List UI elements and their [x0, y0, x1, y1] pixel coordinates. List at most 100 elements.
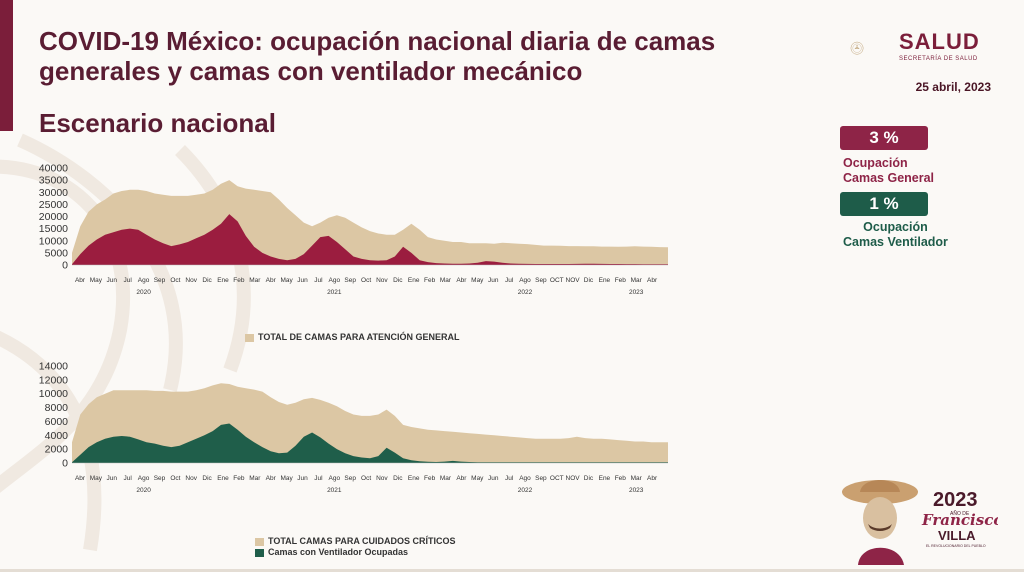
month-label-0-8: Dic	[202, 277, 212, 284]
title-line-2: generales y camas con ventilador mecánic…	[39, 56, 583, 86]
page-subtitle: Escenario nacional	[39, 108, 276, 138]
y-tick-0-7: 35000	[39, 175, 68, 187]
page-title: COVID-19 México: ocupación nacional diar…	[39, 26, 819, 86]
ventilator-occupancy-label-1: Ocupación	[863, 220, 928, 234]
y-tick-0-4: 20000	[39, 211, 68, 223]
month-label-0-12: Abr	[266, 277, 277, 284]
chart2-legend: TOTAL CAMAS PARA CUIDADOS CRÍTICOS Camas…	[255, 536, 456, 558]
month-label-0-10: Feb	[233, 277, 245, 284]
month-label-0-6: Oct	[170, 277, 180, 284]
villa-ano-de: AÑO DE	[950, 510, 970, 517]
month-label-1-26: Jun	[488, 475, 499, 482]
month-label-1-29: Sep	[535, 475, 547, 482]
month-label-0-16: Ago	[329, 277, 341, 284]
legend-item-total-critical: TOTAL CAMAS PARA CUIDADOS CRÍTICOS	[255, 536, 456, 547]
month-label-1-0: Abr	[75, 475, 86, 482]
month-label-0-21: Ene	[408, 277, 420, 284]
month-label-1-14: Jun	[297, 475, 308, 482]
villa-name-1: Francisco	[921, 511, 998, 529]
year-label-0-1: 2021	[327, 289, 342, 296]
month-label-1-25: May	[471, 475, 484, 482]
month-label-1-24: Abr	[456, 475, 467, 482]
ventilator-occupancy-label-2: Camas Ventilador	[843, 235, 948, 249]
y-tick-0-3: 15000	[39, 223, 68, 235]
month-label-1-4: Ago	[138, 475, 150, 482]
month-label-1-30: OCT	[550, 475, 564, 482]
y-tick-0-1: 5000	[45, 247, 69, 259]
report-date: 25 abril, 2023	[915, 80, 991, 94]
month-label-0-31: NOV	[566, 277, 581, 284]
salud-logo-seal-icon	[850, 41, 864, 55]
month-label-1-19: Nov	[376, 475, 388, 482]
villa-small-text: EL REVOLUCIONARIO DEL PUEBLO	[926, 544, 986, 548]
accent-bar	[0, 0, 13, 131]
month-label-0-2: Jun	[107, 277, 118, 284]
month-label-0-24: Abr	[456, 277, 467, 284]
month-label-0-34: Feb	[615, 277, 627, 284]
month-label-1-5: Sep	[154, 475, 166, 482]
year-label-0-2: 2022	[518, 289, 533, 296]
month-label-0-22: Feb	[424, 277, 436, 284]
general-occupancy-label-1: Ocupación	[843, 156, 908, 170]
general-occupancy-badge: 3 %	[840, 126, 928, 150]
month-label-0-15: Jul	[314, 277, 323, 284]
month-label-0-33: Ene	[599, 277, 611, 284]
y-tick-1-7: 14000	[39, 361, 68, 373]
month-label-1-17: Sep	[344, 475, 356, 482]
month-label-1-34: Feb	[615, 475, 627, 482]
background-decoration	[0, 133, 251, 552]
y-tick-0-2: 10000	[39, 235, 68, 247]
month-label-0-13: May	[280, 277, 293, 284]
month-label-0-26: Jun	[488, 277, 499, 284]
month-label-1-28: Ago	[519, 475, 531, 482]
legend-label-total-critical: TOTAL CAMAS PARA CUIDADOS CRÍTICOS	[268, 536, 456, 546]
month-label-1-23: Mar	[440, 475, 452, 482]
year-label-1-2: 2022	[518, 487, 533, 494]
legend-swatch-total-critical	[255, 537, 264, 546]
month-label-1-9: Ene	[217, 475, 229, 482]
title-line-1: COVID-19 México: ocupación nacional diar…	[39, 26, 716, 56]
villa-name-2: VILLA	[938, 528, 976, 543]
month-label-1-35: Mar	[631, 475, 643, 482]
month-label-0-27: Jul	[505, 277, 514, 284]
month-label-0-17: Sep	[344, 277, 356, 284]
y-tick-1-3: 6000	[45, 416, 69, 428]
month-label-0-7: Nov	[185, 277, 197, 284]
month-label-0-9: Ene	[217, 277, 229, 284]
month-label-1-7: Nov	[185, 475, 197, 482]
month-label-1-2: Jun	[107, 475, 118, 482]
year-label-1-3: 2023	[629, 487, 644, 494]
month-label-0-30: OCT	[550, 277, 564, 284]
month-label-1-33: Ene	[599, 475, 611, 482]
month-label-0-3: Jul	[124, 277, 133, 284]
ventilator-occupancy-badge: 1 %	[840, 192, 928, 216]
y-tick-0-8: 40000	[39, 163, 68, 175]
year-label-1-1: 2021	[327, 487, 342, 494]
general-occupancy-label: Ocupación Camas General	[843, 156, 934, 186]
y-tick-1-5: 10000	[39, 388, 68, 400]
month-label-0-25: May	[471, 277, 484, 284]
series-area-0-1	[72, 214, 668, 265]
month-label-1-12: Abr	[266, 475, 277, 482]
year-label-0-3: 2023	[629, 289, 644, 296]
legend-label-ventilator: Camas con Ventilador Ocupadas	[268, 547, 409, 557]
month-label-1-36: Abr	[647, 475, 658, 482]
legend-label-total-general: TOTAL DE CAMAS PARA ATENCIÓN GENERAL	[258, 332, 460, 342]
month-label-0-19: Nov	[376, 277, 388, 284]
month-label-0-4: Ago	[138, 277, 150, 284]
month-label-1-20: Dic	[393, 475, 403, 482]
legend-item-ventilator: Camas con Ventilador Ocupadas	[255, 547, 456, 558]
month-label-0-36: Abr	[647, 277, 658, 284]
month-label-1-21: Ene	[408, 475, 420, 482]
month-label-0-1: May	[90, 277, 103, 284]
month-label-1-8: Dic	[202, 475, 212, 482]
general-beds-chart: 0500010000150002000025000300003500040000…	[39, 163, 668, 296]
month-label-0-5: Sep	[154, 277, 166, 284]
month-label-1-1: May	[90, 475, 103, 482]
month-label-0-18: Oct	[361, 277, 371, 284]
y-tick-1-4: 8000	[45, 402, 69, 414]
year-label-1-0: 2020	[136, 487, 151, 494]
month-label-0-14: Jun	[297, 277, 308, 284]
month-label-1-22: Feb	[424, 475, 436, 482]
